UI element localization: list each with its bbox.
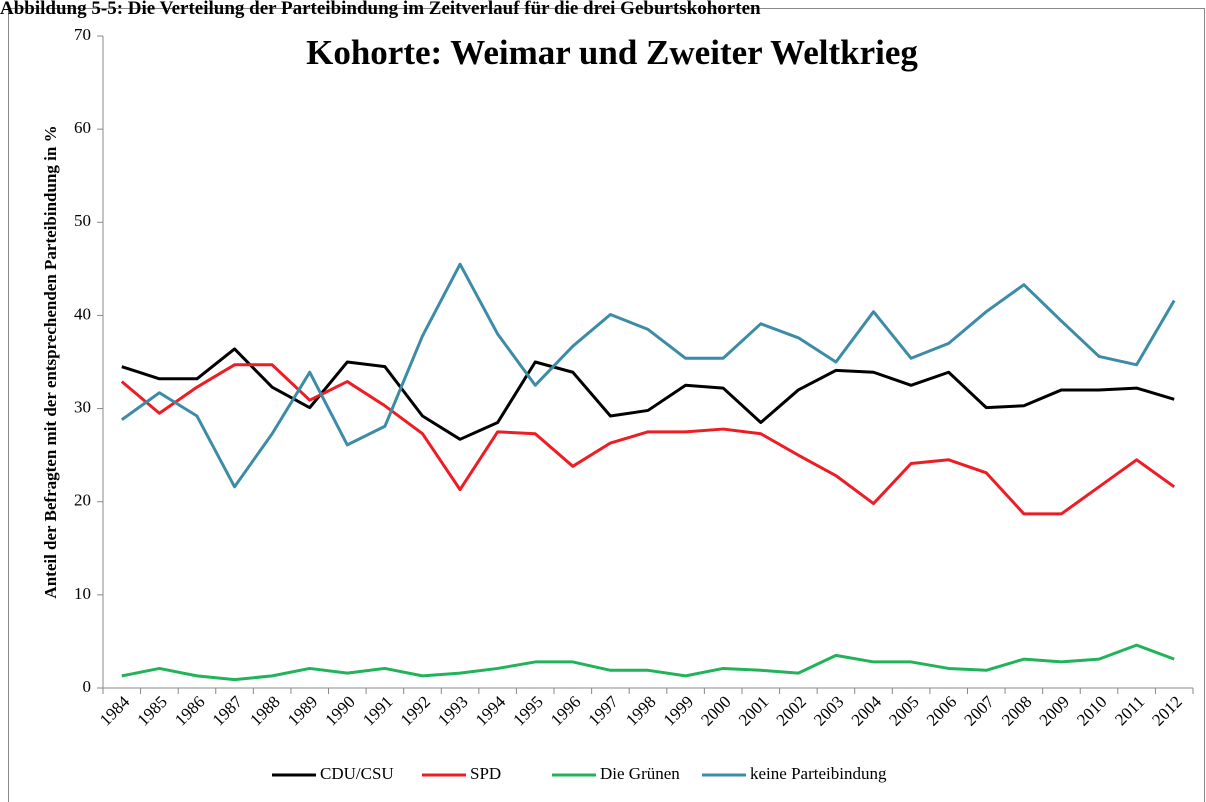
x-tick-label: 2011	[1111, 692, 1148, 729]
y-tick-label: 10	[74, 584, 91, 603]
x-tick-label: 2005	[885, 692, 922, 729]
x-tick-label: 2002	[772, 692, 809, 729]
series-line	[120, 262, 1176, 489]
x-tick-label: 1992	[397, 692, 434, 729]
x-tick-label: 1988	[246, 692, 283, 729]
x-tick-label: 1986	[171, 692, 208, 729]
legend-label: CDU/CSU	[320, 764, 394, 783]
x-tick-label: 1989	[284, 692, 321, 729]
x-tick-label: 2000	[697, 692, 734, 729]
y-tick-label: 60	[74, 118, 91, 137]
x-tick-label: 2008	[998, 692, 1035, 729]
x-tick-label: 1991	[359, 692, 396, 729]
series-line	[121, 347, 1175, 441]
x-tick-label: 1998	[622, 692, 659, 729]
legend-label: SPD	[470, 764, 501, 783]
y-axis-label: Anteil der Befragten mit der entsprechen…	[41, 125, 60, 598]
legend-label: Die Grünen	[600, 764, 680, 783]
y-tick-label: 40	[74, 304, 91, 323]
x-tick-label: 2004	[848, 692, 886, 730]
x-tick-label: 1987	[209, 692, 247, 730]
y-tick-label: 20	[74, 491, 91, 510]
x-tick-label: 1985	[133, 692, 170, 729]
x-tick-label: 1999	[660, 692, 697, 729]
x-tick-label: 1993	[434, 692, 471, 729]
x-tick-label: 1996	[547, 692, 584, 729]
x-tick-label: 2009	[1036, 692, 1073, 729]
x-tick-label: 1994	[472, 692, 510, 730]
figure-caption: Abbildung 5-5: Die Verteilung der Partei…	[0, 0, 761, 19]
series-line	[121, 643, 1175, 682]
x-tick-label: 1997	[585, 692, 623, 730]
y-tick-label: 70	[74, 25, 91, 44]
x-tick-label: 2010	[1073, 692, 1110, 729]
y-tick-label: 30	[74, 397, 91, 416]
x-tick-label: 2006	[923, 692, 960, 729]
x-tick-label: 2001	[735, 692, 772, 729]
x-tick-label: 2007	[960, 692, 998, 730]
series-line	[120, 363, 1176, 516]
legend-label: keine Parteibindung	[750, 764, 887, 783]
y-tick-label: 50	[74, 211, 91, 230]
chart-title: Kohorte: Weimar und Zweiter Weltkrieg	[306, 33, 918, 72]
x-tick-label: 1990	[321, 692, 358, 729]
x-tick-label: 2003	[810, 692, 847, 729]
x-tick-label: 1984	[96, 692, 134, 730]
x-tick-label: 1995	[509, 692, 546, 729]
y-tick-label: 0	[83, 677, 92, 696]
chart-frame	[8, 8, 1205, 802]
x-tick-label: 2012	[1148, 692, 1185, 729]
